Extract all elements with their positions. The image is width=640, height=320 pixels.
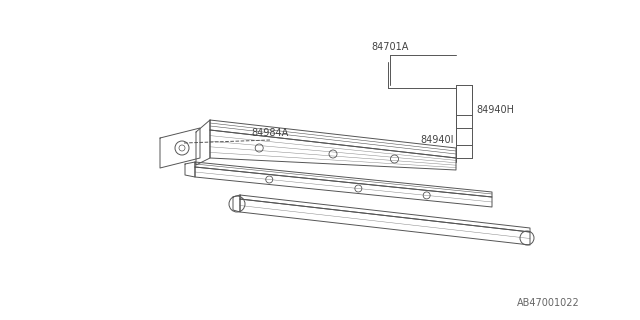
Text: 84701A: 84701A (371, 42, 409, 52)
Text: 84984A: 84984A (252, 128, 289, 138)
Text: 84940I: 84940I (420, 135, 454, 145)
Text: AB47001022: AB47001022 (517, 298, 580, 308)
Text: 84940H: 84940H (476, 105, 514, 115)
